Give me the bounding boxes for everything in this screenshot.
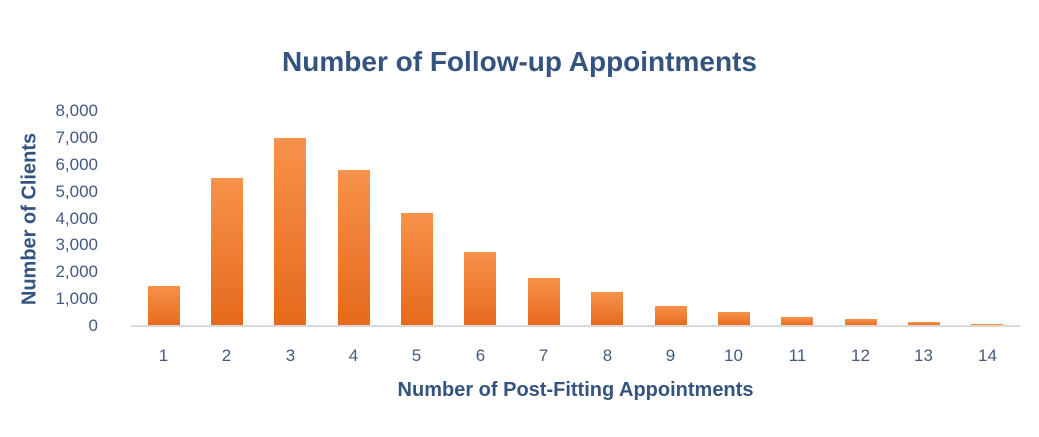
x-tick-label: 2 [221,346,232,365]
x-tick-label: 13 [914,346,933,365]
x-tick-label: 6 [475,346,486,365]
x-tick-label: 8 [602,346,613,365]
y-tick-label: 3,000 [55,235,98,254]
y-tick-label: 0 [88,316,98,335]
x-tick-label: 12 [851,346,870,365]
bar-x4 [338,170,370,326]
bar-x10 [718,312,750,326]
bar-x11 [781,317,813,326]
y-tick-label: 7,000 [55,128,98,147]
x-tick-label: 14 [978,346,997,365]
bar-x9 [655,306,687,326]
x-tick-label: 4 [348,346,359,365]
bar-x3 [274,138,306,326]
bar-x7 [528,278,560,326]
y-tick-label: 4,000 [55,209,98,228]
bar-x8 [591,292,623,326]
bar-x12 [845,319,877,326]
x-tick-label: 1 [158,346,169,365]
x-tick-label: 5 [411,346,422,365]
x-tick-label: 11 [788,346,807,365]
y-tick-label: 8,000 [55,101,98,120]
x-tick-label: 9 [665,346,676,365]
x-tick-label: 7 [538,346,549,365]
bar-x5 [401,213,433,326]
chart-title: Number of Follow-up Appointments [282,46,757,77]
bar-x2 [211,178,243,326]
y-tick-label: 6,000 [55,155,98,174]
y-tick-label: 1,000 [55,289,98,308]
plot-area [132,111,1019,326]
bar-x1 [148,286,180,326]
x-tick-label: 3 [285,346,296,365]
bar-x6 [464,252,496,326]
bar-x13 [908,322,940,326]
y-tick-label: 5,000 [55,182,98,201]
x-tick-label: 10 [724,346,743,365]
x-axis-line [131,325,1020,327]
y-tick-label: 2,000 [55,262,98,281]
x-axis-title: Number of Post-Fitting Appointments [397,379,754,401]
